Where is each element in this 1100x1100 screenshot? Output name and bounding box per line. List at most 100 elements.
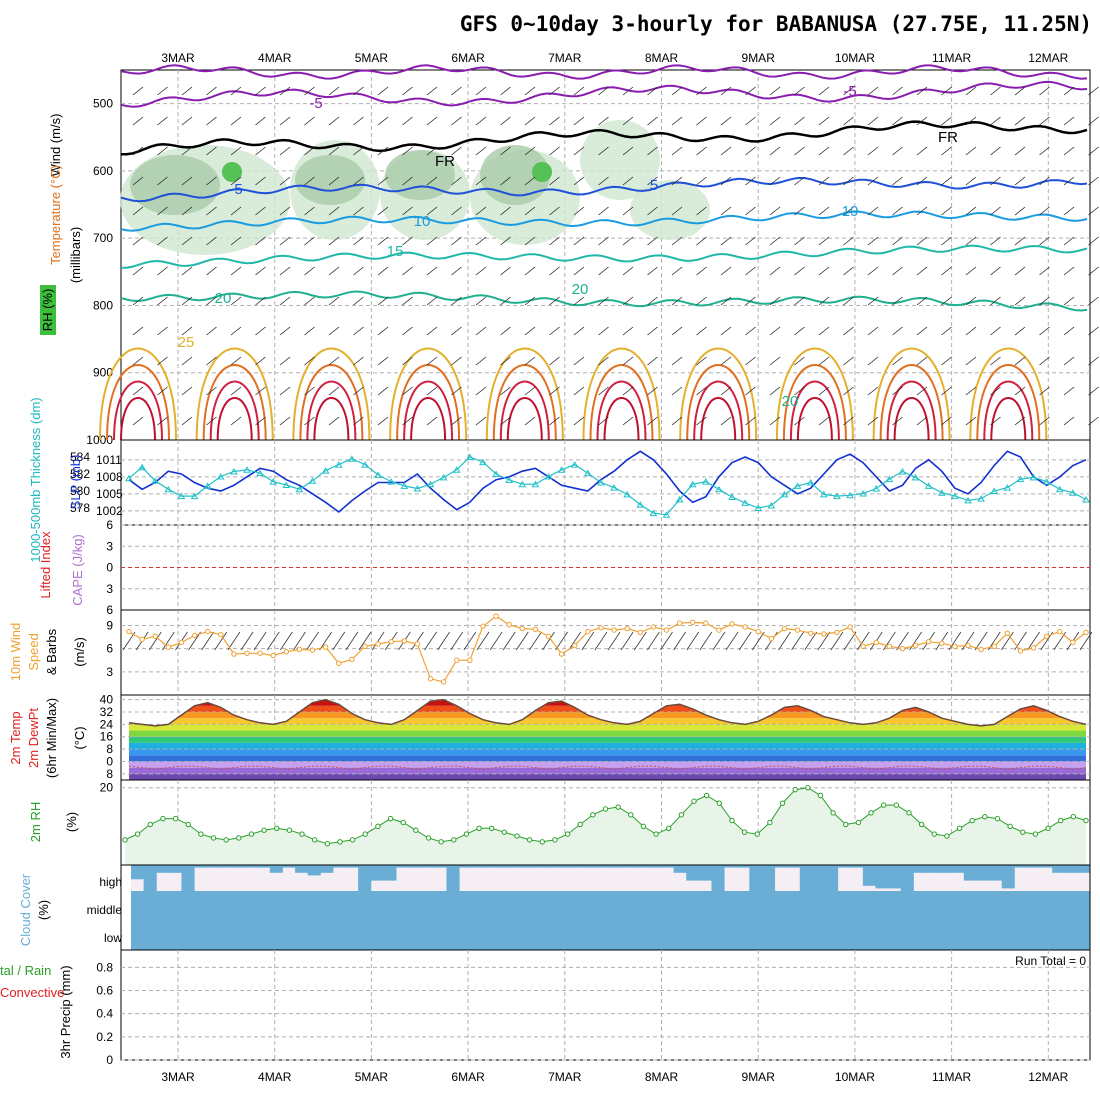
wind10m-barb — [542, 631, 555, 651]
wind-barb — [377, 386, 389, 396]
wind10m-barb — [673, 631, 686, 651]
wind-barb — [573, 206, 585, 216]
wind-barb — [500, 326, 511, 336]
wind10m-barb — [358, 631, 372, 651]
wind-barb — [157, 386, 168, 396]
wind-barb — [304, 116, 315, 126]
precip-tick-label: 0.2 — [96, 1030, 113, 1044]
temperature-lobe — [209, 380, 260, 441]
wind-barb — [230, 356, 242, 366]
wind10m-barb — [201, 631, 214, 651]
wind10m-barb — [660, 631, 673, 651]
wind-barb — [769, 326, 781, 336]
thickness-point — [531, 480, 540, 488]
wind-barb — [916, 146, 928, 156]
wind-barb — [1088, 146, 1099, 156]
rh-point — [172, 815, 179, 822]
wind-speed-point — [847, 624, 853, 630]
wind-barb — [965, 386, 977, 396]
bottom-date-label: 10MAR — [835, 1070, 875, 1084]
wind10m-barb — [856, 631, 870, 651]
thickness-tick-label: 580 — [70, 484, 90, 498]
cloud-high-bar — [282, 865, 296, 868]
wind-barb — [769, 146, 781, 156]
cloud-high-bar — [660, 865, 675, 868]
cloud-low-middle-bar — [131, 891, 1090, 950]
wind-barb — [720, 236, 732, 246]
rh-point — [994, 815, 1001, 822]
wind10m-barb — [1001, 631, 1014, 651]
wind-barb — [377, 116, 389, 126]
wind-barb — [206, 386, 217, 396]
wind-barb — [279, 266, 291, 276]
thickness-slp-panel: 578 580 582 584 1002 1005 1008 1011 — [70, 439, 1091, 526]
top-date-axis: 3MAR 4MAR 5MAR 6MAR 7MAR 8MAR 9MAR 10MAR 11MAR 12… — [161, 51, 1068, 65]
wind-barb — [181, 296, 193, 306]
wind-barb — [402, 116, 413, 126]
wind-barb — [500, 206, 511, 216]
wind-barb — [867, 176, 879, 186]
temperature-lobe — [306, 380, 357, 441]
wind-barb — [867, 206, 879, 216]
cloud-high-bar — [383, 865, 397, 881]
wind-speed-point — [834, 629, 840, 636]
thickness-point — [715, 485, 723, 493]
wind10m-barb — [293, 631, 306, 651]
wind-barb — [573, 386, 585, 396]
contour-label: -5 — [309, 95, 322, 112]
wind-barb — [402, 326, 413, 336]
wind-barb — [255, 356, 266, 366]
thickness-point — [387, 478, 396, 485]
wind-barb — [328, 416, 340, 426]
thickness-point — [898, 467, 907, 475]
wind10m-unit: (m/s) — [72, 637, 87, 667]
wind-barb — [1063, 146, 1075, 156]
wind-barb — [377, 236, 389, 246]
wind-barb — [622, 176, 634, 186]
thickness-point — [295, 485, 304, 493]
wind-speed-point — [454, 657, 460, 663]
top-date-label: 7MAR — [548, 51, 582, 65]
cloud-high-bar — [194, 865, 208, 868]
wind-speed-point — [1057, 628, 1063, 635]
cloud-high-bar — [1001, 865, 1015, 889]
wind-barb — [818, 146, 830, 156]
rh-point — [134, 831, 141, 837]
cloud-high-bar — [231, 865, 246, 868]
wind10m-label-b: Speed — [26, 633, 41, 671]
wind-barb — [255, 416, 266, 426]
wind-speed-point — [742, 624, 748, 630]
wind-speed-point — [336, 660, 342, 667]
thickness-point — [767, 501, 776, 509]
wind-barb — [573, 416, 585, 426]
wind-speed-point — [414, 641, 421, 647]
wind-speed-point — [126, 628, 132, 635]
thickness-point — [1055, 485, 1064, 493]
wind-barb — [622, 416, 634, 426]
wind-barb — [451, 416, 462, 426]
cloud-high-bar — [219, 865, 233, 868]
run-total-label: Run Total = 0 — [1015, 954, 1086, 968]
temperature-contour-m5 — [120, 80, 1088, 108]
rh-point — [362, 831, 368, 837]
wind-barb — [279, 326, 291, 336]
cloud-high-bar — [963, 865, 977, 881]
thickness-line — [128, 456, 1087, 516]
wind-barb — [402, 386, 413, 396]
thickness-point — [649, 509, 658, 517]
rh-point — [526, 837, 533, 843]
wind10m-barb — [633, 631, 647, 651]
top-date-label: 6MAR — [451, 51, 485, 65]
wind-barb — [965, 116, 977, 126]
wind-barb — [916, 356, 928, 366]
wind-barb — [328, 386, 340, 396]
cloud-high-bar — [131, 865, 145, 880]
wind-speed-point — [925, 638, 932, 645]
wind-barb — [1063, 236, 1075, 246]
wind-barb — [941, 176, 952, 186]
contour-label: FR — [938, 129, 958, 146]
wind-barb — [990, 206, 1001, 216]
wind-barb — [451, 326, 462, 336]
wind-speed-point — [572, 642, 578, 649]
top-date-label: 4MAR — [258, 51, 292, 65]
